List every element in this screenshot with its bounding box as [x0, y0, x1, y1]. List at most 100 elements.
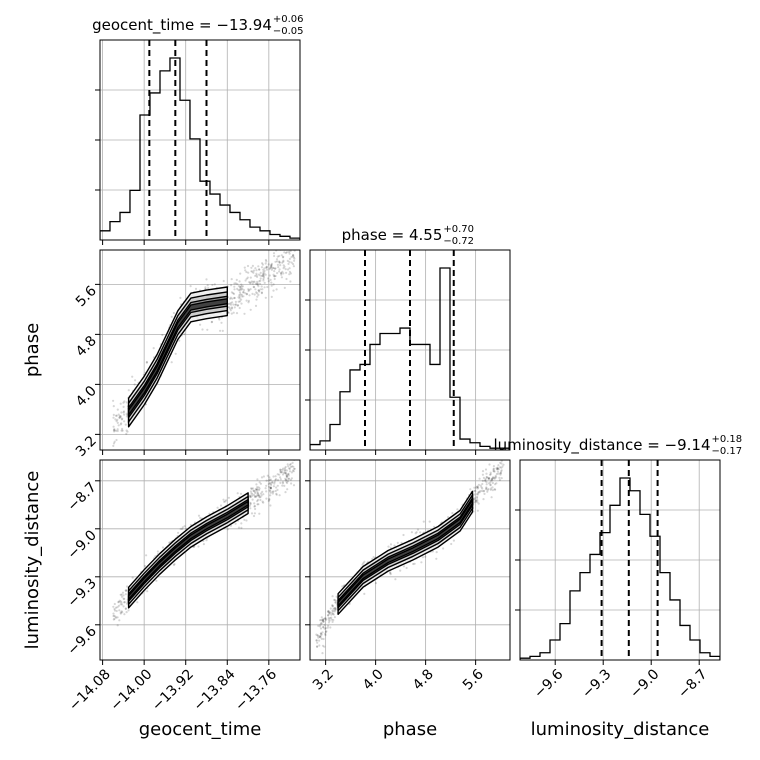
sample-point	[268, 497, 271, 501]
sample-point	[265, 484, 268, 487]
sample-point	[124, 589, 127, 592]
title-minus: −0.72	[443, 236, 474, 247]
sample-point	[289, 272, 292, 275]
sample-point	[232, 292, 235, 295]
sample-point	[116, 429, 119, 433]
sample-point	[334, 607, 337, 610]
sample-point	[255, 272, 258, 275]
sample-point	[145, 361, 148, 364]
sample-point	[249, 503, 252, 506]
sample-point	[113, 429, 116, 432]
sample-point	[319, 622, 323, 625]
sample-point	[114, 606, 118, 609]
sample-point	[279, 468, 282, 471]
sample-point	[112, 612, 115, 615]
sample-point	[120, 411, 123, 414]
sample-point	[112, 442, 116, 445]
sample-point	[260, 285, 263, 288]
sample-point	[242, 288, 245, 292]
sample-point	[229, 296, 232, 299]
sample-point	[315, 633, 318, 636]
sample-point	[333, 607, 336, 610]
sample-point	[240, 285, 243, 288]
sample-point	[325, 618, 328, 621]
sample-point	[119, 415, 122, 418]
sample-point	[260, 291, 263, 294]
sample-point	[112, 416, 115, 419]
sample-point	[319, 627, 323, 630]
sample-point	[415, 531, 418, 534]
sample-point	[259, 279, 262, 282]
sample-point	[324, 630, 327, 634]
sample-point	[329, 617, 332, 620]
sample-point	[254, 495, 257, 498]
sample-point	[389, 543, 393, 546]
sample-point	[253, 280, 256, 283]
sample-point	[265, 497, 268, 500]
sample-point	[221, 329, 224, 332]
sample-point	[134, 379, 137, 382]
sample-point	[238, 280, 241, 283]
sample-point	[233, 282, 236, 285]
sample-point	[331, 604, 334, 607]
title-minus: −0.05	[273, 26, 304, 37]
sample-point	[271, 481, 274, 484]
sample-point	[488, 477, 491, 480]
sample-point	[492, 468, 495, 471]
sample-point	[234, 303, 238, 306]
sample-point	[207, 287, 210, 290]
sample-point	[237, 300, 240, 303]
x-axis-label-geocent_time: geocent_time	[139, 719, 262, 740]
sample-point	[237, 285, 241, 288]
sample-point	[276, 255, 279, 258]
sample-point	[479, 489, 482, 493]
sample-point	[324, 627, 327, 630]
sample-point	[118, 416, 121, 419]
sample-point	[278, 260, 281, 263]
sample-point	[238, 291, 242, 294]
sample-point	[250, 280, 253, 283]
sample-point	[327, 618, 330, 621]
title-phase: phase = 4.55 +0.70−0.72	[342, 224, 474, 247]
sample-point	[112, 618, 115, 621]
sample-point	[256, 283, 259, 286]
sample-point	[268, 267, 271, 271]
sample-point	[256, 295, 259, 298]
sample-point	[491, 479, 494, 482]
sample-point	[412, 562, 415, 566]
sample-point	[435, 551, 438, 554]
sample-point	[125, 412, 128, 415]
sample-point	[324, 632, 327, 635]
sample-point	[177, 531, 180, 534]
sample-point	[248, 505, 251, 508]
sample-point	[332, 613, 335, 616]
sample-point	[452, 539, 455, 542]
x-tick-label: 4.0	[360, 666, 387, 693]
sample-point	[183, 525, 186, 528]
sample-point	[481, 482, 484, 486]
sample-point	[259, 288, 262, 291]
sample-point	[262, 274, 265, 277]
sample-point	[292, 465, 295, 468]
sample-point	[256, 490, 259, 493]
sample-point	[273, 480, 276, 484]
sample-point	[121, 417, 124, 420]
sample-point	[265, 260, 268, 263]
sample-point	[250, 512, 254, 515]
sample-point	[197, 545, 200, 548]
sample-point	[239, 293, 242, 296]
sample-point	[286, 259, 289, 262]
sample-point	[272, 273, 275, 276]
sample-point	[284, 491, 287, 494]
sample-point	[259, 482, 262, 485]
sample-point	[230, 284, 233, 287]
sample-point	[218, 318, 221, 321]
histogram-luminosity_distance	[520, 477, 720, 660]
sample-point	[491, 486, 494, 489]
sample-point	[372, 556, 375, 559]
sample-point	[484, 479, 487, 482]
sample-point	[486, 489, 489, 492]
sample-point	[120, 601, 123, 604]
sample-point	[121, 603, 124, 606]
sample-point	[320, 618, 323, 622]
